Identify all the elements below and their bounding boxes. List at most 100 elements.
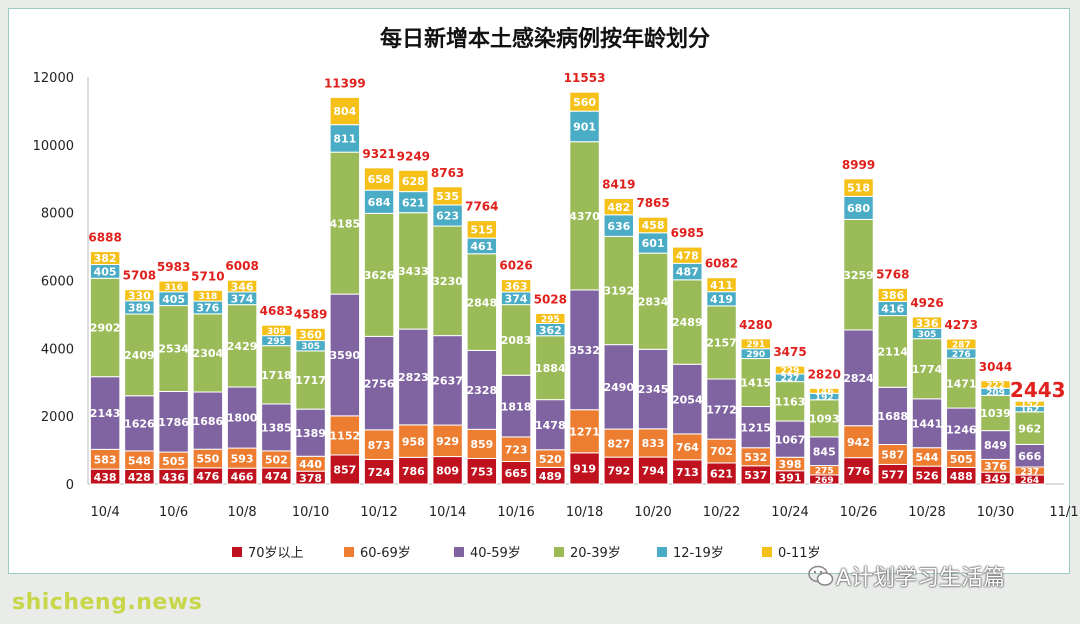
bar-segment	[89, 277, 121, 378]
bar-segment	[432, 186, 463, 206]
data-label: 628	[402, 175, 425, 188]
data-label: 3532	[569, 344, 600, 357]
data-label: 833	[642, 437, 665, 450]
bar-segment	[432, 225, 463, 337]
data-label: 290	[746, 350, 765, 360]
data-label: 2637	[432, 375, 463, 388]
data-label: 929	[436, 435, 459, 448]
bar-stack: 794 833 2345 2834 601 458 7865	[636, 196, 670, 485]
data-label: 560	[573, 96, 596, 109]
data-label: 1774	[912, 363, 943, 376]
data-label: 505	[162, 455, 185, 468]
data-label: 1800	[227, 412, 258, 425]
data-label: 2902	[90, 322, 121, 335]
bar-segment	[329, 415, 361, 456]
bar-segment	[535, 399, 566, 451]
data-label: 482	[607, 201, 630, 214]
bar-segment	[432, 424, 463, 458]
total-label: 6985	[671, 226, 704, 240]
bar-segment	[226, 386, 258, 449]
watermark-left: shicheng.news	[12, 590, 203, 615]
data-label: 550	[196, 453, 219, 466]
bar-segment	[946, 338, 977, 350]
data-label: 811	[333, 133, 356, 146]
bar-segment	[706, 378, 737, 440]
data-label: 405	[94, 266, 117, 279]
bar-segment	[295, 350, 326, 410]
chart-title: 每日新增本土感染病例按年龄划分	[380, 26, 710, 52]
bars: 4385832143290240538268884285481626240938…	[88, 71, 1065, 486]
x-tick-label: 10/14	[429, 505, 466, 520]
data-label: 958	[402, 435, 425, 448]
y-tick-label: 4000	[41, 342, 74, 357]
data-label: 1478	[535, 419, 566, 432]
legend-item: 20-39岁	[554, 546, 621, 561]
bar-segment	[637, 428, 669, 458]
total-label: 5983	[157, 260, 190, 274]
data-label: 515	[470, 224, 493, 237]
data-label: 859	[470, 438, 493, 451]
data-label: 3230	[432, 275, 463, 288]
legend-swatch	[762, 547, 772, 557]
data-label: 535	[436, 190, 459, 203]
total-label: 4926	[910, 296, 943, 310]
data-label: 702	[710, 445, 733, 458]
data-label: 440	[299, 458, 322, 471]
data-label: 3433	[398, 265, 429, 278]
data-label: 665	[505, 467, 528, 480]
data-label: 2848	[467, 296, 498, 309]
bar-segment	[89, 376, 121, 450]
bar-segment	[398, 328, 429, 426]
total-label: 4280	[739, 318, 772, 332]
data-label: 901	[573, 121, 596, 134]
bar-segment	[158, 280, 189, 293]
bar-stack: 776 942 2824 3259 680 518 8999	[842, 158, 875, 485]
data-label: 601	[642, 237, 665, 250]
data-label: 378	[299, 472, 322, 485]
wechat-icon	[808, 565, 834, 586]
bar-segment	[363, 167, 395, 191]
data-label: 487	[676, 266, 699, 279]
data-label: 544	[916, 451, 939, 464]
legend-item: 60-69岁	[344, 546, 411, 561]
total-label: 6026	[499, 259, 532, 273]
bar-segment	[603, 428, 635, 458]
legend: 70岁以上 60-69岁 40-59岁 20-39岁 12-19岁 0-11岁	[232, 546, 821, 561]
data-label: 1067	[775, 433, 806, 446]
data-label: 764	[676, 441, 699, 454]
data-label: 1718	[261, 369, 292, 382]
data-label: 2157	[706, 337, 737, 350]
bar-segment	[226, 304, 258, 388]
bar-segment	[329, 293, 361, 417]
data-label: 518	[847, 182, 870, 195]
total-label: 3044	[979, 360, 1012, 374]
data-label: 4370	[569, 210, 600, 223]
data-label: 428	[128, 471, 151, 484]
total-label: 5708	[123, 269, 156, 283]
data-label: 405	[162, 293, 185, 306]
data-label: 1686	[193, 415, 224, 428]
data-label: 2114	[877, 346, 908, 359]
data-label: 1271	[569, 425, 600, 438]
data-label: 1215	[740, 421, 771, 434]
bar-segment	[329, 124, 361, 153]
bar-segment	[500, 436, 532, 462]
data-label: 2429	[227, 340, 258, 353]
data-label: 374	[231, 292, 254, 305]
data-label: 962	[1018, 422, 1041, 435]
bar-segment	[672, 246, 703, 264]
bar-stack: 713 764 2054 2489 487 478 6985	[671, 226, 704, 485]
data-label: 532	[744, 451, 767, 464]
data-label: 229	[781, 366, 800, 376]
total-label: 2443	[1010, 378, 1066, 402]
data-label: 305	[301, 342, 320, 352]
total-label: 4683	[260, 304, 293, 318]
bar-segment	[706, 305, 737, 380]
data-label: 3626	[364, 269, 395, 282]
data-label: 1385	[261, 422, 292, 435]
data-label: 269	[815, 476, 834, 486]
